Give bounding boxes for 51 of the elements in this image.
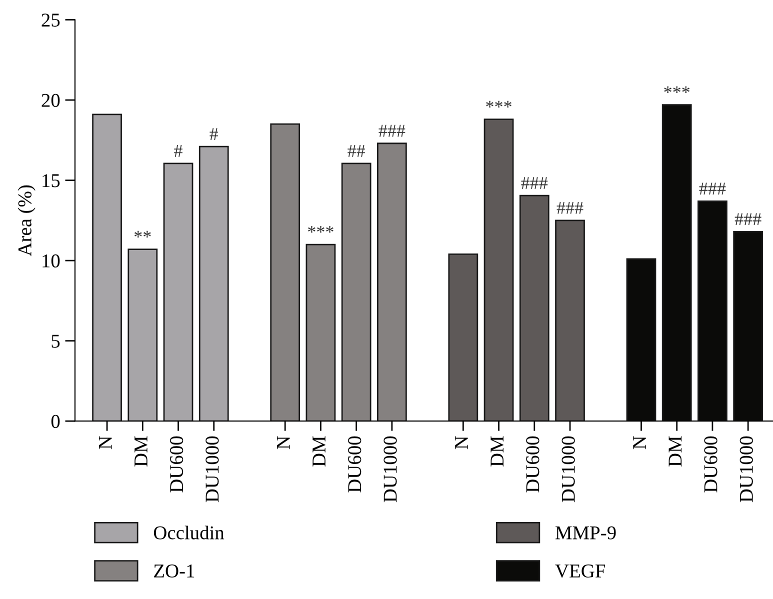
data-label: ### bbox=[734, 213, 762, 226]
x-tick-label: DU600 bbox=[526, 436, 540, 492]
x-tick-label: DU600 bbox=[348, 436, 362, 492]
bar bbox=[92, 114, 122, 422]
data-label: ### bbox=[378, 124, 406, 137]
y-tick-label: 20 bbox=[42, 94, 60, 107]
legend-label: Occludin bbox=[154, 526, 224, 540]
data-label: ### bbox=[556, 202, 584, 214]
x-tick-label: DU600 bbox=[170, 436, 184, 492]
data-label: ### bbox=[699, 182, 726, 195]
bar bbox=[306, 244, 336, 422]
bar bbox=[519, 194, 550, 422]
bar bbox=[163, 162, 194, 422]
y-axis-title: Area (%) bbox=[18, 185, 36, 256]
y-tick-label: 5 bbox=[52, 334, 60, 348]
x-tick-label: N bbox=[633, 436, 646, 450]
bar bbox=[484, 118, 514, 422]
x-tick-label: DM bbox=[490, 436, 504, 466]
x-tick-label: DU600 bbox=[704, 436, 718, 492]
x-tick-label: N bbox=[455, 436, 468, 450]
bar bbox=[198, 146, 229, 422]
bar bbox=[555, 220, 585, 422]
bar bbox=[377, 142, 407, 422]
data-label: ## bbox=[348, 144, 366, 157]
legend-label: ZO-1 bbox=[154, 564, 194, 578]
y-tick-label: 25 bbox=[42, 14, 60, 27]
y-tick-label: 0 bbox=[51, 414, 60, 428]
data-label: ### bbox=[521, 177, 548, 189]
x-tick-label: N bbox=[277, 436, 290, 450]
data-label: *** bbox=[664, 86, 690, 94]
bar bbox=[270, 123, 300, 422]
data-label: # bbox=[210, 128, 218, 140]
x-tick-label: DU1000 bbox=[740, 436, 753, 502]
y-tick-label: 10 bbox=[42, 254, 60, 268]
legend-label: VEGF bbox=[555, 564, 606, 578]
x-tick-label: DM bbox=[312, 436, 326, 466]
data-label: *** bbox=[308, 226, 334, 233]
x-tick-label: DU1000 bbox=[206, 436, 219, 502]
x-tick-label: N bbox=[98, 436, 112, 450]
x-tick-label: DU1000 bbox=[562, 436, 575, 502]
bar bbox=[128, 248, 158, 422]
y-tick-label: 15 bbox=[42, 174, 60, 188]
x-tick-label: DU1000 bbox=[384, 436, 397, 502]
data-label: # bbox=[174, 144, 182, 157]
x-tick-label: DM bbox=[134, 436, 148, 466]
legend-label: MMP-9 bbox=[556, 526, 616, 540]
x-tick-label: DM bbox=[668, 436, 682, 466]
data-label: ** bbox=[134, 230, 151, 238]
bar bbox=[448, 253, 478, 422]
bar bbox=[341, 162, 372, 422]
data-label: *** bbox=[486, 100, 512, 108]
